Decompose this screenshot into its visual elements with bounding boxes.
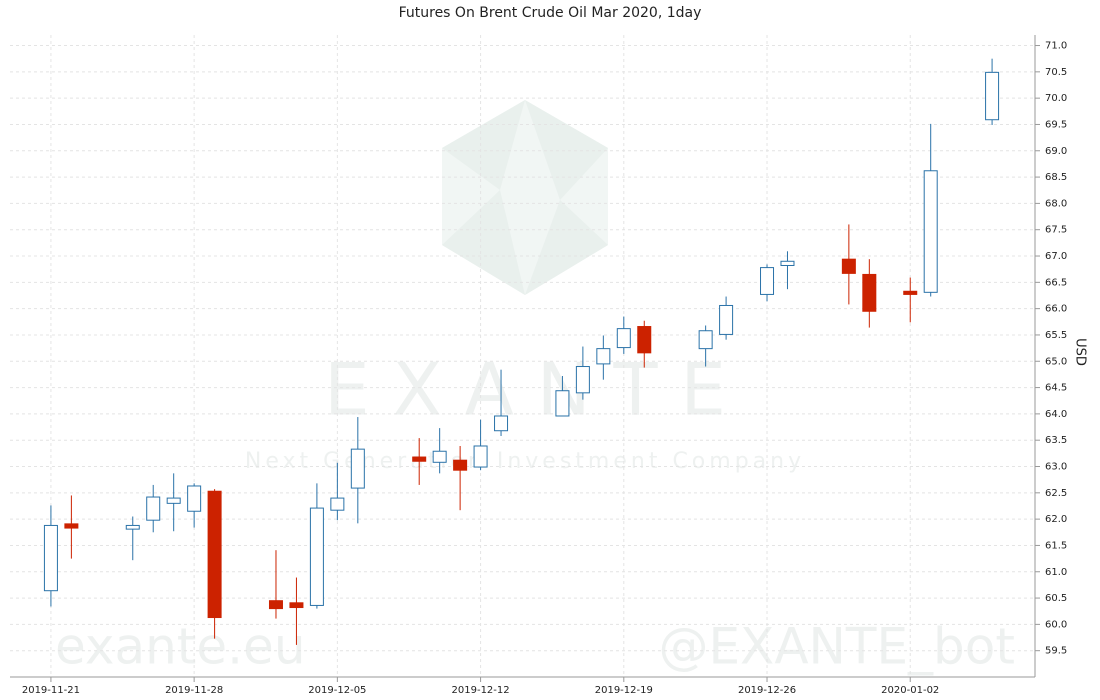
candle-body: [187, 485, 202, 512]
y-tick-label: 69.0: [1045, 146, 1067, 157]
x-tick-label: 2019-12-26: [738, 685, 796, 696]
candle-body: [166, 497, 181, 504]
y-tick-label: 64.5: [1045, 383, 1067, 394]
candle-body: [494, 415, 509, 432]
x-tick-label: 2019-12-05: [308, 685, 366, 696]
candle-body: [637, 326, 652, 354]
x-tick-label: 2019-11-28: [165, 685, 223, 696]
y-tick-label: 65.5: [1045, 330, 1067, 341]
candle-body: [125, 524, 140, 530]
candle-body: [289, 602, 304, 609]
y-tick-label: 68.0: [1045, 198, 1067, 209]
y-axis-label: USD: [1073, 338, 1088, 366]
y-tick-label: 65.0: [1045, 356, 1067, 367]
y-tick-label: 63.0: [1045, 462, 1067, 473]
y-tick-label: 63.5: [1045, 435, 1067, 446]
x-tick-label: 2019-11-21: [22, 685, 80, 696]
candle-body: [453, 459, 468, 471]
candle-body: [43, 524, 58, 592]
candle-body: [207, 490, 222, 619]
candle-body: [309, 507, 324, 606]
candle-body: [760, 267, 775, 295]
watermark-brand: E X A N T E: [324, 348, 726, 432]
y-tick-label: 62.0: [1045, 514, 1067, 525]
candle-body: [473, 445, 488, 468]
x-tick-label: 2020-01-02: [881, 685, 939, 696]
y-tick-label: 64.0: [1045, 409, 1067, 420]
candle-body: [862, 273, 877, 312]
y-tick-label: 61.5: [1045, 540, 1067, 551]
y-tick-label: 69.5: [1045, 119, 1067, 130]
candle-body: [596, 348, 611, 365]
candle-body: [985, 71, 1000, 121]
y-tick-label: 62.5: [1045, 488, 1067, 499]
candle-body: [780, 260, 795, 266]
watermark-logo: [442, 100, 608, 295]
y-tick-label: 67.5: [1045, 225, 1067, 236]
candle-body: [64, 523, 79, 529]
candle-body: [903, 290, 918, 295]
y-tick-label: 70.5: [1045, 67, 1067, 78]
candle-body: [616, 328, 631, 349]
candle-body: [268, 600, 283, 610]
y-tick-label: 67.0: [1045, 251, 1067, 262]
y-tick-label: 68.5: [1045, 172, 1067, 183]
candle-body: [719, 304, 734, 335]
watermark-site: exante.eu: [55, 618, 306, 676]
y-tick-label: 66.5: [1045, 277, 1067, 288]
candle-body: [575, 366, 590, 394]
candle-body: [432, 450, 447, 463]
candle-body: [923, 170, 938, 293]
candle-body: [412, 456, 427, 462]
y-tick-label: 60.5: [1045, 593, 1067, 604]
y-tick-label: 60.0: [1045, 619, 1067, 630]
x-tick-label: 2019-12-19: [595, 685, 653, 696]
candle-body: [146, 496, 161, 521]
x-tick-label: 2019-12-12: [452, 685, 510, 696]
candle-body: [350, 448, 365, 489]
y-tick-label: 71.0: [1045, 41, 1067, 52]
watermark-tagline: Next Generation Investment Company: [245, 449, 805, 474]
candle-body: [555, 390, 570, 417]
y-tick-label: 61.0: [1045, 567, 1067, 578]
candle-body: [330, 497, 345, 511]
y-tick-label: 66.0: [1045, 304, 1067, 315]
y-tick-label: 59.5: [1045, 646, 1067, 657]
y-tick-label: 70.0: [1045, 93, 1067, 104]
candle-body: [698, 330, 713, 350]
watermark-bot: @EXANTE_bot: [658, 618, 1015, 676]
chart-title: Futures On Brent Crude Oil Mar 2020, 1da…: [399, 5, 702, 21]
candle-body: [841, 258, 856, 274]
